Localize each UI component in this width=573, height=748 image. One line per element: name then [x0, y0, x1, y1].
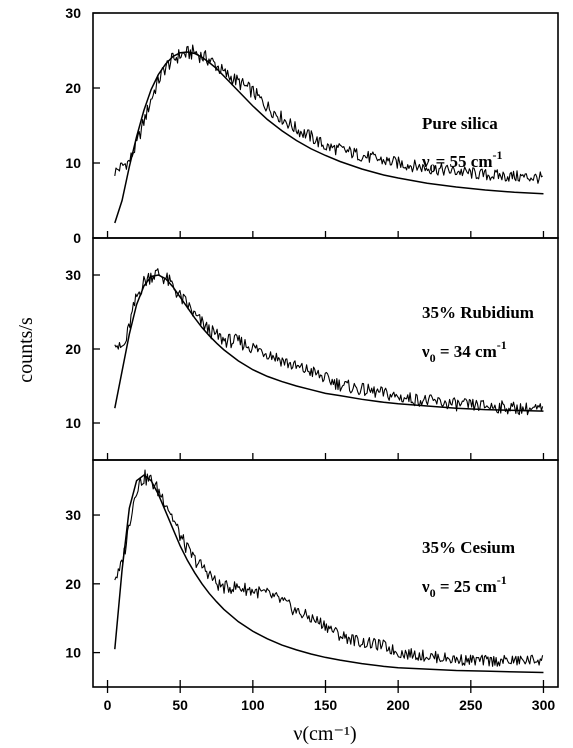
panel-2-unit-superscript: -1: [497, 338, 507, 352]
panel-2-series: [114, 268, 544, 416]
panel-3-y-ticks: 10 20 30: [65, 507, 545, 687]
panel-2-measured-curve: [114, 268, 544, 416]
panel-1-nu-value: = 55 cm: [436, 152, 493, 171]
x-axis-title: ν(cm⁻¹): [293, 723, 356, 745]
x-tick-label-5: 250: [459, 697, 483, 713]
panel-2: 10 20 30 35% Rubidium ν0 = 34 cm-1: [65, 237, 559, 461]
panel-1-label-line2: ν0= 55 cm-1: [421, 148, 503, 175]
panel-3-series: [114, 469, 544, 674]
panel-3-label-line2: ν0 = 25 cm-1: [421, 573, 507, 600]
panel-1-series: [114, 44, 544, 224]
panel-1-y-ticks: 0 10 20 30: [65, 5, 545, 246]
x-tick-label-4: 200: [386, 697, 410, 713]
panel-2-nu-value: = 34 cm: [436, 342, 497, 361]
panel-3: 10 20 30 35% Cesium ν0 = 25 cm-1: [65, 459, 559, 688]
panel-2-y-tick-label-1: 20: [65, 341, 81, 357]
panel-1-y-tick-label-3: 30: [65, 5, 81, 21]
panel-2-label-line2: ν0 = 34 cm-1: [421, 338, 507, 365]
panel-1-fit-curve: [114, 51, 544, 224]
x-tick-label-3: 150: [314, 697, 338, 713]
panel-3-y-tick-label-0: 10: [65, 645, 81, 661]
panel-1-y-tick-label-2: 20: [65, 80, 81, 96]
panel-1-nu-subscript: 0: [430, 161, 436, 175]
panel-2-y-tick-label-2: 30: [65, 267, 81, 283]
panel-1-unit-superscript: -1: [493, 148, 503, 162]
panel-2-nu-symbol: ν: [421, 342, 430, 361]
x-tick-label-2: 100: [241, 697, 265, 713]
x-axis: 0 50 100 150 200 250 300: [104, 687, 556, 713]
panel-2-y-tick-label-0: 10: [65, 415, 81, 431]
panel-3-nu-value: = 25 cm: [436, 577, 497, 596]
x-axis-title-text: ν(cm⁻¹): [293, 723, 356, 745]
panel-1-label-line1: Pure silica: [422, 114, 498, 133]
x-tick-label-0: 0: [104, 697, 112, 713]
x-tick-label-1: 50: [172, 697, 188, 713]
panel-3-fit-curve: [114, 474, 544, 674]
panel-3-y-tick-label-2: 30: [65, 507, 81, 523]
x-tick-label-6: 300: [532, 697, 556, 713]
y-axis-title: counts/s: [15, 317, 37, 383]
panel-3-unit-superscript: -1: [497, 573, 507, 587]
panel-2-label-line1: 35% Rubidium: [422, 303, 534, 322]
panel-3-nu-subscript: 0: [430, 586, 436, 600]
panel-1-nu-symbol: ν: [421, 152, 430, 171]
panel-2-nu-subscript: 0: [430, 351, 436, 365]
panel-3-label-line1: 35% Cesium: [422, 538, 515, 557]
panel-3-y-tick-label-1: 20: [65, 576, 81, 592]
panel-1-y-tick-label-0: 0: [73, 230, 81, 246]
panel-1-y-tick-label-1: 10: [65, 155, 81, 171]
panel-3-nu-symbol: ν: [421, 577, 430, 596]
panel-1-measured-curve: [114, 44, 543, 184]
panel-2-y-ticks: 10 20 30: [65, 267, 545, 460]
panel-3-measured-curve: [114, 469, 544, 667]
panel-2-fit-curve: [114, 274, 544, 412]
